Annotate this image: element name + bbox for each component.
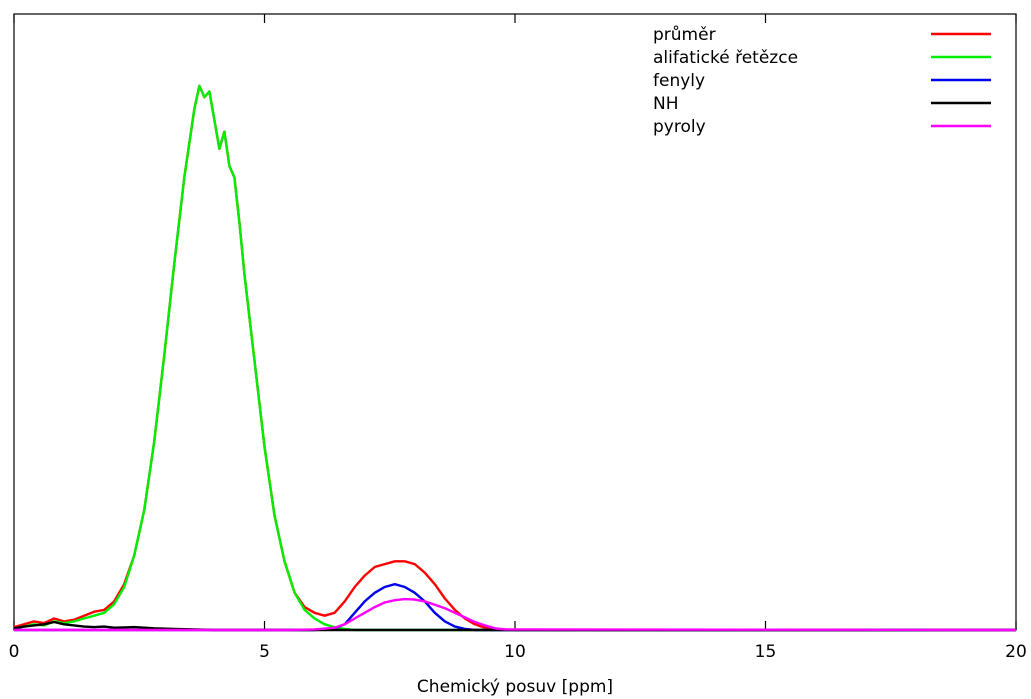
- x-tick-label: 0: [9, 642, 20, 662]
- series-line-1: [13, 84, 1016, 632]
- x-tick-label: 5: [259, 642, 270, 662]
- legend-label: pyroly: [653, 117, 706, 137]
- plot-frame: [13, 13, 1017, 631]
- legend-label: fenyly: [653, 71, 705, 91]
- x-axis-label: Chemický posuv [ppm]: [417, 677, 613, 697]
- x-tick-label: 10: [504, 642, 526, 662]
- x-tick-label: 15: [755, 642, 777, 662]
- legend-label: NH: [653, 94, 679, 114]
- series-line-4: [14, 597, 1017, 632]
- legend-label: alifatické řetězce: [653, 48, 798, 68]
- x-tick-label: 20: [1005, 642, 1027, 662]
- x-ticks: 0 5 10 15 20: [9, 14, 1027, 662]
- series-lines: [13, 84, 1017, 632]
- legend-label: průměr: [653, 25, 716, 45]
- legend: průměr alifatické řetězce fenyly NH pyroly: [653, 25, 991, 137]
